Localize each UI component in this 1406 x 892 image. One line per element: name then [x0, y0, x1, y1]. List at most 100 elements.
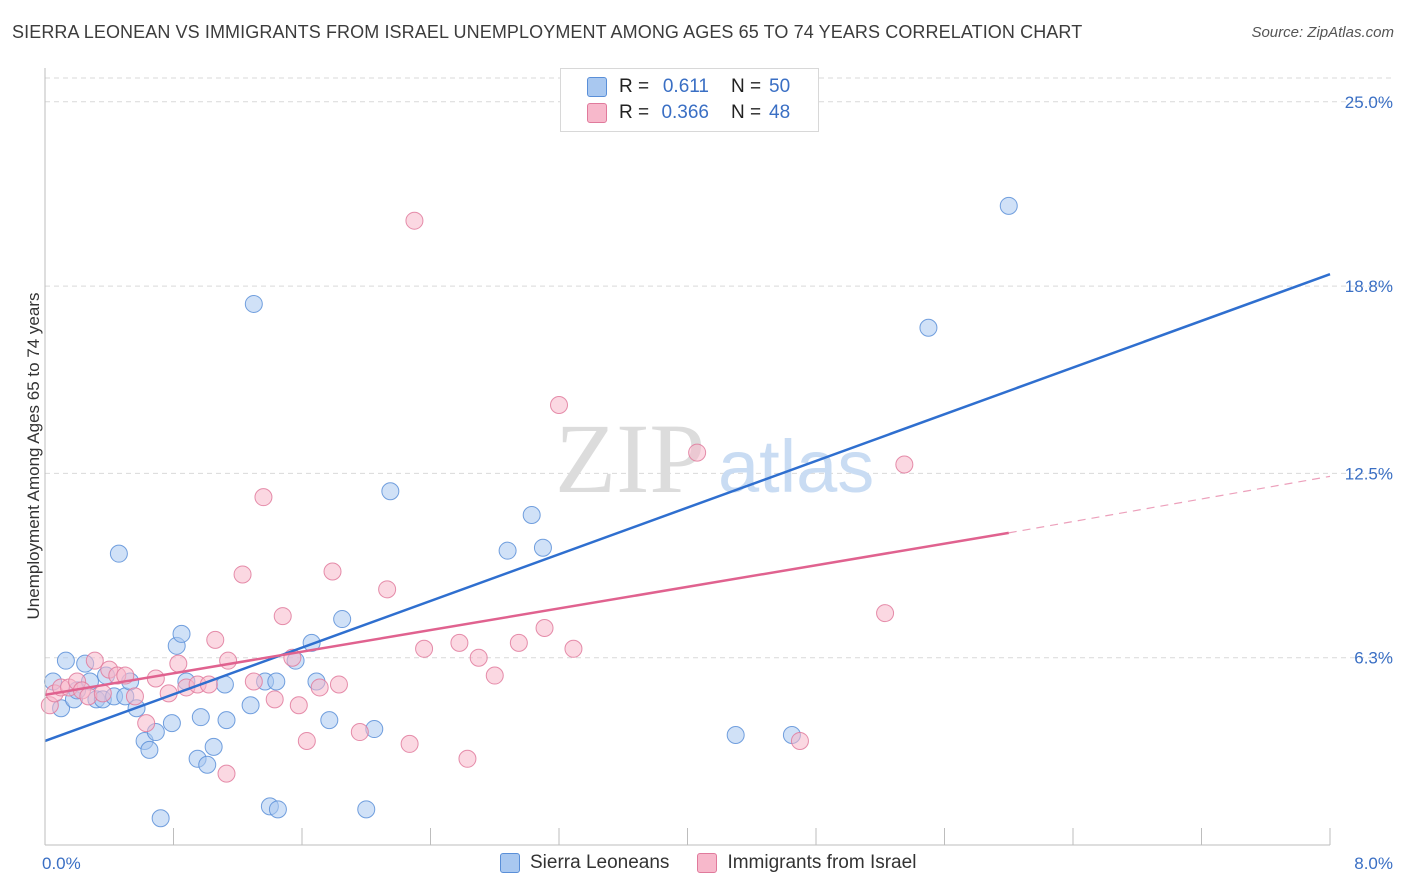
israel-immigrant-point: [289, 696, 308, 715]
legend-row-sierra-leoneans: R = 0.611 N = 50: [587, 75, 790, 99]
israel-immigrant-point: [450, 633, 469, 652]
legend-series-name: Immigrants from Israel: [727, 852, 917, 873]
sierra-leonean-trendline: [44, 273, 1331, 743]
israel-immigrant-point: [535, 618, 554, 637]
israel-immigrant-point: [85, 651, 104, 670]
sierra-leonean-point: [533, 538, 552, 557]
legend-n-label: N =: [731, 76, 762, 97]
sierra-leonean-point: [726, 726, 745, 745]
sierra-leonean-point: [357, 800, 376, 819]
sierra-leonean-point: [498, 541, 517, 560]
israel-immigrant-point: [485, 666, 504, 685]
sierra-leonean-point: [56, 651, 75, 670]
israel-immigrant-point: [310, 678, 329, 697]
y-axis-label: Unemployment Among Ages 65 to 74 years: [24, 292, 43, 620]
israel-immigrant-point: [146, 669, 165, 688]
israel-immigrant-point: [790, 731, 809, 750]
sierra-leonean-point: [522, 506, 541, 525]
israel-immigrant-point: [79, 687, 98, 706]
israel-immigrant-point: [378, 580, 397, 599]
israel-immigrant-point: [550, 396, 568, 415]
israel-immigrant-point: [350, 723, 369, 742]
israel-immigrant-point: [509, 633, 528, 652]
sierra-leonean-point: [268, 800, 287, 819]
y-tick-label: 25.0%: [1345, 93, 1393, 112]
israel-immigrant-point: [265, 690, 284, 709]
sierra-leonean-point: [191, 708, 210, 727]
israel-immigrant-point: [217, 764, 236, 783]
legend-r-value: 0.611: [662, 76, 709, 97]
sierra-leonean-point: [333, 610, 352, 629]
sierra-leonean-point: [999, 196, 1018, 215]
legend-swatch-blue: [587, 77, 607, 97]
israel-immigrant-trendline-extension: [1008, 475, 1331, 534]
israel-immigrant-point: [688, 443, 707, 462]
sierra-leonean-point: [919, 318, 938, 337]
watermark-atlas: atlas: [718, 425, 874, 508]
israel-immigrant-point: [206, 630, 225, 649]
sierra-leonean-point: [320, 711, 339, 730]
trend-layer: [44, 273, 1331, 743]
sierra-leonean-point: [162, 714, 181, 733]
legend-row-immigrants-israel: R = 0.366 N = 48: [587, 101, 790, 125]
sierra-leonean-point: [204, 737, 223, 756]
sierra-leonean-point: [241, 696, 260, 715]
correlation-legend: R = 0.611 N = 50 R = 0.366 N = 48: [560, 68, 819, 132]
sierra-leonean-point: [140, 740, 159, 759]
legend-item-immigrants-israel[interactable]: Immigrants from Israel: [697, 852, 916, 874]
israel-immigrant-point: [469, 648, 488, 667]
sierra-leonean-point: [198, 755, 217, 774]
israel-immigrant-point: [297, 731, 316, 750]
sierra-leonean-point: [365, 720, 384, 739]
israel-immigrant-point: [564, 639, 583, 658]
israel-immigrant-point: [405, 211, 424, 230]
legend-n-value: 48: [769, 102, 791, 123]
israel-immigrant-point: [93, 684, 112, 703]
israel-immigrant-point: [233, 565, 252, 584]
israel-immigrant-point: [329, 675, 348, 694]
sierra-leonean-point: [267, 672, 286, 691]
israel-immigrant-point: [169, 654, 188, 673]
sierra-leonean-point: [381, 482, 400, 501]
legend-n-value: 50: [769, 76, 791, 97]
israel-immigrant-point: [323, 562, 342, 581]
legend-swatch-pink: [587, 103, 607, 123]
legend-r-label: R =: [619, 102, 650, 123]
legend-r-value: 0.366: [661, 102, 709, 123]
y-tick-label: 18.8%: [1345, 277, 1393, 296]
israel-immigrant-trendline: [44, 531, 1009, 697]
axis-layer: 6.3% 12.5% 18.8% 25.0% 0.0% 8.0%: [42, 68, 1393, 873]
sierra-leonean-point: [172, 624, 191, 643]
y-tick-label: 6.3%: [1354, 649, 1393, 668]
israel-immigrant-point: [137, 714, 156, 733]
israel-immigrant-point: [219, 651, 238, 670]
israel-immigrant-point: [415, 639, 434, 658]
israel-immigrant-point: [895, 455, 914, 474]
legend-item-sierra-leoneans[interactable]: Sierra Leoneans: [500, 852, 669, 874]
sierra-leonean-point: [109, 544, 128, 563]
legend-series-name: Sierra Leoneans: [530, 852, 670, 873]
source-credit: Source: ZipAtlas.com: [1251, 24, 1394, 41]
y-tick-label: 12.5%: [1345, 464, 1393, 483]
israel-immigrant-point: [458, 749, 477, 768]
legend-swatch-blue: [500, 853, 520, 873]
sierra-leonean-point: [151, 809, 170, 828]
sierra-leonean-point: [217, 711, 236, 730]
points-layer: [40, 196, 1018, 828]
watermark-zip: ZIP: [555, 403, 705, 514]
israel-immigrant-point: [244, 672, 263, 691]
legend-r-label: R =: [619, 76, 650, 97]
watermark: ZIP atlas: [555, 403, 874, 514]
israel-immigrant-point: [273, 607, 292, 626]
israel-immigrant-point: [254, 488, 273, 507]
israel-immigrant-point: [400, 734, 419, 753]
israel-immigrant-point: [876, 604, 895, 623]
sierra-leonean-point: [244, 294, 263, 313]
series-legend: Sierra Leoneans Immigrants from Israel: [500, 852, 944, 874]
legend-swatch-pink: [697, 853, 718, 873]
legend-n-label: N =: [731, 102, 762, 123]
chart-title: SIERRA LEONEAN VS IMMIGRANTS FROM ISRAEL…: [12, 22, 1083, 42]
x-tick-label: 0.0%: [42, 854, 81, 873]
israel-immigrant-point: [125, 687, 144, 706]
